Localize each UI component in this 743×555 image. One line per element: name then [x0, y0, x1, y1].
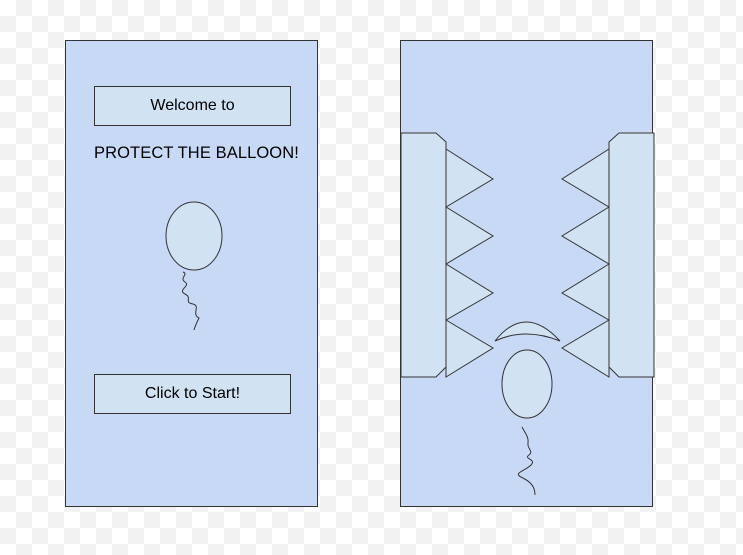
start-button-label: Click to Start!: [144, 385, 241, 402]
start-screen: Welcome to PROTECT THE BALLOON! Click to…: [65, 40, 318, 507]
spike: [561, 206, 610, 265]
left-spikes: [445, 148, 494, 378]
game-title: PROTECT THE BALLOON!: [94, 144, 299, 162]
spike: [561, 319, 610, 378]
balloon-icon: [501, 349, 553, 496]
spike: [445, 148, 494, 208]
spike: [445, 263, 494, 321]
right-spikes: [561, 148, 610, 378]
spike: [445, 206, 494, 265]
spike: [561, 263, 610, 321]
welcome-box: Welcome to: [94, 86, 291, 126]
left-wall: [400, 132, 447, 378]
spike: [561, 148, 610, 208]
right-wall: [608, 132, 655, 378]
balloon-icon: [165, 201, 223, 331]
welcome-label: Welcome to: [150, 97, 235, 114]
game-screen: [400, 40, 655, 507]
shield-icon[interactable]: [494, 321, 561, 342]
spike: [445, 319, 494, 378]
start-button[interactable]: Click to Start!: [94, 374, 291, 414]
